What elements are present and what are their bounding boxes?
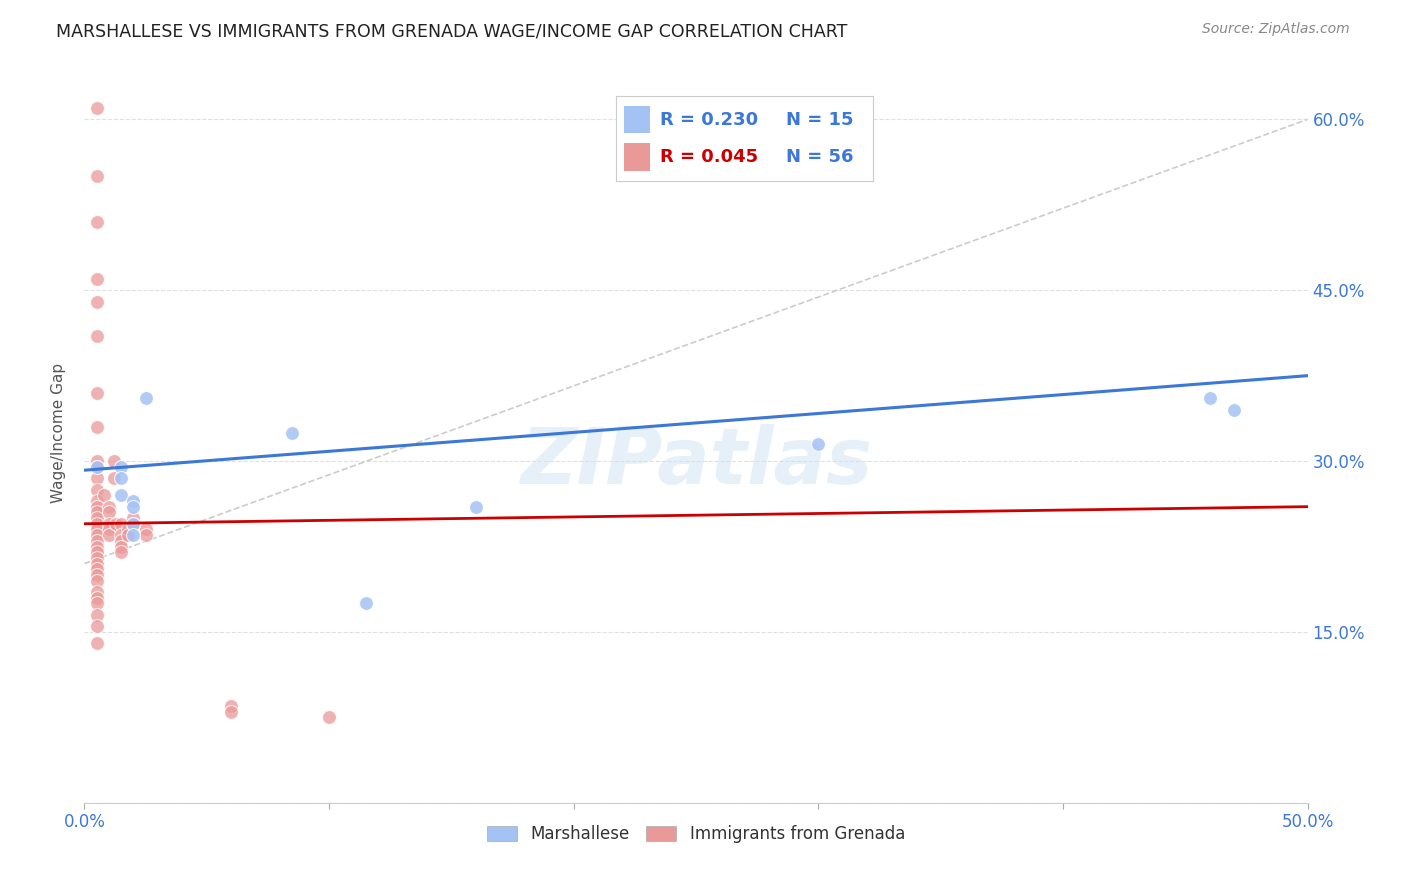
Point	[318, 710, 340, 724]
Point	[86, 459, 108, 474]
Point	[103, 471, 125, 485]
Point	[122, 511, 145, 525]
Point	[135, 392, 157, 406]
Point	[86, 169, 108, 184]
Point	[110, 540, 132, 554]
Point	[86, 500, 108, 514]
Point	[122, 516, 145, 531]
Point	[86, 533, 108, 548]
Point	[807, 437, 830, 451]
Point	[110, 459, 132, 474]
Point	[103, 454, 125, 468]
Point	[1223, 402, 1246, 417]
Point	[117, 528, 139, 542]
Point	[86, 505, 108, 519]
Point	[122, 500, 145, 514]
Point	[97, 528, 120, 542]
Point	[86, 523, 108, 537]
Point	[86, 585, 108, 599]
Point	[86, 619, 108, 633]
Point	[110, 488, 132, 502]
Point	[86, 494, 108, 508]
Point	[110, 545, 132, 559]
Point	[86, 101, 108, 115]
Point	[86, 215, 108, 229]
Point	[97, 523, 120, 537]
Point	[110, 516, 132, 531]
Point	[93, 488, 115, 502]
Point	[86, 471, 108, 485]
Point	[86, 636, 108, 650]
Point	[97, 516, 120, 531]
Point	[117, 523, 139, 537]
Point	[86, 294, 108, 309]
Point	[135, 528, 157, 542]
Text: ZIPatlas: ZIPatlas	[520, 425, 872, 500]
Point	[86, 545, 108, 559]
Point	[219, 705, 242, 719]
Point	[86, 574, 108, 588]
Point	[110, 528, 132, 542]
Text: MARSHALLESE VS IMMIGRANTS FROM GRENADA WAGE/INCOME GAP CORRELATION CHART: MARSHALLESE VS IMMIGRANTS FROM GRENADA W…	[56, 22, 848, 40]
Point	[86, 483, 108, 497]
Point	[86, 540, 108, 554]
Legend: Marshallese, Immigrants from Grenada: Marshallese, Immigrants from Grenada	[481, 819, 911, 850]
Point	[219, 698, 242, 713]
Point	[110, 471, 132, 485]
Text: Source: ZipAtlas.com: Source: ZipAtlas.com	[1202, 22, 1350, 37]
Point	[110, 533, 132, 548]
Point	[86, 557, 108, 571]
Point	[86, 459, 108, 474]
Point	[86, 568, 108, 582]
Point	[86, 597, 108, 611]
Point	[122, 528, 145, 542]
Point	[86, 454, 108, 468]
Point	[135, 523, 157, 537]
Point	[86, 385, 108, 400]
Point	[86, 550, 108, 565]
Point	[464, 500, 486, 514]
Point	[354, 597, 377, 611]
Point	[86, 591, 108, 605]
Point	[86, 516, 108, 531]
Point	[122, 516, 145, 531]
Point	[86, 420, 108, 434]
Point	[86, 328, 108, 343]
Point	[97, 500, 120, 514]
Point	[1198, 392, 1220, 406]
Point	[86, 607, 108, 622]
Point	[86, 511, 108, 525]
Point	[86, 272, 108, 286]
Point	[97, 505, 120, 519]
Point	[86, 528, 108, 542]
Point	[122, 494, 145, 508]
Point	[86, 562, 108, 576]
Point	[105, 516, 128, 531]
Y-axis label: Wage/Income Gap: Wage/Income Gap	[51, 362, 66, 503]
Point	[281, 425, 304, 440]
